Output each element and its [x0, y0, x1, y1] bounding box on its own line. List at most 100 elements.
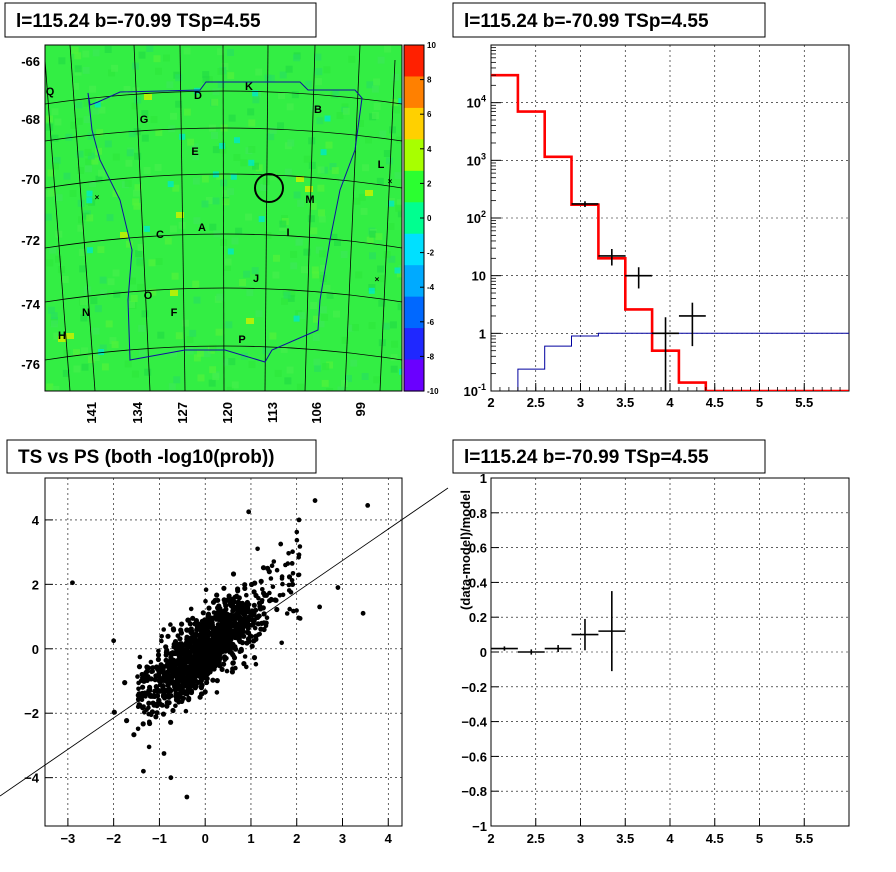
skymap-pixel: [341, 380, 348, 387]
scatter-point: [242, 582, 248, 588]
scatter-point: [175, 633, 181, 638]
skymap-pixel: [212, 373, 220, 381]
colorbar-tick-label: 0: [427, 214, 432, 223]
region-label-p: P: [238, 334, 245, 346]
skymap-longitude-line: [304, 45, 316, 391]
skymap-pixel: [178, 221, 186, 229]
skymap-pixel: [111, 341, 119, 349]
skymap-pixel: [337, 386, 345, 391]
skymap-pixel: [350, 359, 358, 367]
skymap-pixel: [157, 331, 165, 339]
scatter-point: [210, 677, 216, 683]
skymap-pixel: [181, 319, 189, 327]
skymap-pixel: [340, 251, 348, 258]
skymap-pixel: [133, 202, 141, 210]
scatter-point: [289, 581, 296, 588]
skymap-pixel: [201, 175, 209, 183]
skymap-pixel: [49, 246, 57, 254]
skymap-pixel: [80, 298, 87, 306]
skymap-pixel: [57, 266, 65, 274]
skymap-pixel: [314, 364, 322, 372]
skymap-pixel: [125, 159, 133, 167]
skymap-pixel: [92, 107, 100, 115]
skymap-xtick-label: 99: [353, 402, 368, 416]
skymap-pixel: [130, 295, 138, 302]
colorbar-tick-label: -4: [427, 283, 435, 292]
skymap-pixel: [155, 67, 162, 75]
skymap-pixel: [272, 271, 280, 279]
skymap-pixel: [128, 130, 136, 138]
skymap-pixel: [76, 167, 84, 174]
skymap-pixel: [288, 289, 296, 297]
scatter-point: [294, 529, 300, 535]
scatter-outlier-point: [296, 517, 302, 523]
scatter-point: [228, 636, 234, 641]
scatter-point: [297, 544, 303, 549]
scatter-point: [247, 633, 253, 638]
skymap-pixel: [375, 233, 383, 241]
skymap-pixel: [326, 388, 334, 391]
scatter-point: [111, 709, 117, 715]
skymap-pixel-warm: [170, 290, 178, 296]
scatter-point: [217, 651, 223, 658]
skymap-pixel: [109, 337, 117, 345]
skymap-pixel: [96, 129, 104, 137]
scatter-point: [173, 703, 178, 709]
skymap-xtick-label: 141: [84, 402, 99, 424]
skymap-pixel: [87, 132, 95, 140]
scatter-point: [237, 638, 243, 645]
skymap-pixel: [175, 332, 183, 340]
skymap-pixel: [227, 72, 235, 80]
spectrum-title: l=115.24 b=-70.99 TSp=4.55: [464, 11, 709, 32]
skymap-pixel: [75, 101, 83, 109]
skymap-pixel: [202, 71, 210, 79]
skymap-pixel: [211, 132, 218, 139]
skymap-pixel: [228, 358, 236, 366]
scatter-point: [195, 626, 200, 632]
skymap-pixel: [395, 204, 402, 212]
skymap-pixel: [133, 128, 141, 136]
scatter-point: [251, 655, 258, 661]
scatter-point: [155, 656, 161, 663]
scatter-point: [245, 640, 250, 646]
scatter-point: [168, 656, 174, 661]
skymap-pixel: [143, 167, 151, 174]
scatter-point: [148, 676, 154, 682]
skymap-pixel: [255, 68, 263, 76]
scatter-point: [252, 625, 258, 631]
skymap-pixel: [330, 233, 338, 241]
skymap-pixel: [108, 69, 116, 77]
scatter-point: [288, 590, 294, 595]
skymap-pixel: [377, 56, 385, 64]
skymap-pixel: [353, 197, 361, 205]
skymap-pixel: [196, 349, 204, 357]
spectrum-ytick-exponent: 3: [481, 151, 486, 161]
skymap-pixel: [222, 198, 230, 206]
skymap-pixel: [73, 349, 80, 357]
skymap-pixel-cool: [230, 173, 237, 180]
scatter-point: [210, 659, 215, 664]
skymap-pixel: [99, 344, 107, 352]
scatter-point: [201, 650, 207, 656]
scatter-xtick-label: 3: [339, 831, 346, 846]
skymap-pixel: [150, 116, 158, 124]
skymap-pixel: [247, 108, 255, 116]
skymap-pixel: [211, 98, 219, 106]
skymap-pixel: [45, 213, 52, 221]
skymap-pixel-warm: [120, 232, 128, 238]
scatter-point: [221, 661, 227, 667]
skymap-pixel: [303, 155, 311, 163]
scatter-point: [140, 684, 146, 690]
skymap-pixel: [128, 277, 136, 285]
skymap-pixel: [366, 236, 374, 244]
skymap-ytick-label: -72: [21, 233, 40, 248]
scatter-point: [214, 592, 220, 598]
scatter-point: [294, 537, 300, 543]
residual-xtick-label: 3: [577, 831, 584, 846]
skymap-pixel: [209, 223, 217, 231]
skymap-pixel: [312, 334, 320, 341]
scatter-point: [198, 628, 204, 634]
residual-ytick-label: 1: [480, 471, 487, 486]
residual-ytick-label: −0.8: [461, 784, 487, 799]
